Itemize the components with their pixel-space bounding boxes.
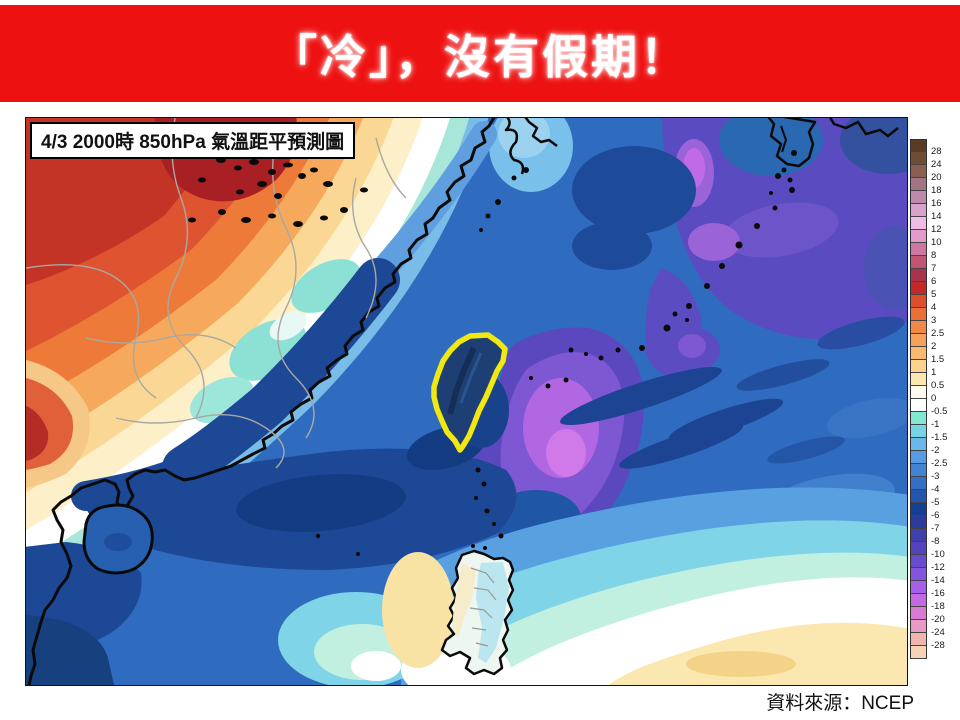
colorbar-tick-label: 14 [931,211,942,222]
colorbar-band [910,399,927,412]
taiwan-outline [431,332,508,453]
colorbar-band [910,503,927,516]
colorbar-tick-label: -4 [931,484,940,495]
colorbar-tick-label: -24 [931,627,945,638]
colorbar-band [910,204,927,217]
colorbar-band [910,165,927,178]
colorbar-tick-label: -3 [931,471,940,482]
colorbar-tick-label: -2.5 [931,458,948,469]
colorbar-tick-label: 18 [931,185,942,196]
colorbar-tick-label: 10 [931,237,942,248]
colorbar-band [910,243,927,256]
colorbar-band [910,477,927,490]
weather-map: 4/3 2000時 850hPa 氣溫距平預測圖 [25,117,908,686]
colorbar-band [910,347,927,360]
colorbar-tick-label: -28 [931,640,945,651]
colorbar-band [910,581,927,594]
luzon-island [440,549,515,676]
colorbar-band [910,230,927,243]
colorbar: 28 24 20 18 16 14 12 10 8 7 6 5 4 3 2.5 2 1.5 1 0.5 0 -0.5 -1… [910,139,947,659]
colorbar-tick-label: 1 [931,367,937,378]
colorbar-band [910,568,927,581]
colorbar-tick-label: 4 [931,302,937,313]
kyushu-island [767,118,899,195]
colorbar-tick-label: -12 [931,562,945,573]
colorbar-tick-label: 8 [931,250,937,261]
colorbar-tick-label: 0 [931,393,937,404]
colorbar-band [910,490,927,503]
colorbar-band [910,451,927,464]
colorbar-tick-label: -0.5 [931,406,948,417]
colorbar-tick-label: 16 [931,198,942,209]
province-boundaries [26,118,407,469]
colorbar-tick-label: -18 [931,601,945,612]
colorbar-tick-label: 6 [931,276,937,287]
dark-blue-streaks [491,146,907,546]
hainan-island [82,503,154,575]
colorbar-band [910,516,927,529]
colorbar-band [910,438,927,451]
colorbar-band [910,412,927,425]
colorbar-band [910,464,927,477]
colorbar-tick-label: -2 [931,445,940,456]
colorbar-tick-label: 2 [931,341,937,352]
colorbar-tick-label: 0.5 [931,380,945,391]
colorbar-tick-label: -1 [931,419,940,430]
colorbar-tick-label: -20 [931,614,945,625]
colorbar-tick-label: -6 [931,510,940,521]
colorbar-band [910,282,927,295]
colorbar-tick-label: 12 [931,224,942,235]
colorbar-band [910,308,927,321]
colorbar-band [910,334,927,347]
colorbar-band [910,360,927,373]
colorbar-tick-label: 1.5 [931,354,945,365]
korea-islands-dots [479,167,529,232]
title-banner: 「冷」，沒有假期！ [0,5,960,102]
colorbar-tick-label: 24 [931,159,942,170]
colorbar-tick-label: 3 [931,315,937,326]
colorbar-tick-label: -7 [931,523,940,534]
colorbar-band [910,646,927,659]
colorbar-band [910,191,927,204]
colorbar-band [910,594,927,607]
colorbar-tick-label: -8 [931,536,940,547]
colorbar-band [910,373,927,386]
slide-title: 「冷」，沒有假期！ [271,30,689,83]
colorbar-tick-label: -1.5 [931,432,948,443]
colorbar-band [910,321,927,334]
colorbar-band [910,425,927,438]
colorbar-tick-label: 20 [931,172,942,183]
colorbar-band [910,256,927,269]
map-title-box: 4/3 2000時 850hPa 氣溫距平預測圖 [30,122,356,159]
colorbar-tick-label: 28 [931,146,942,157]
china-coastline [27,118,558,685]
colorbar-tick-label: -16 [931,588,945,599]
colorbar-tick-label: 2.5 [931,328,945,339]
colorbar-tick-label: -14 [931,575,945,586]
colorbar-band [910,607,927,620]
colorbar-band [910,529,927,542]
colorbar-band [910,555,927,568]
ryukyu-islands [529,150,797,389]
colorbar-tick-label: -5 [931,497,940,508]
southern-gradient-region [278,487,907,685]
colorbar-band [910,386,927,399]
colorbar-tick-label: -10 [931,549,945,560]
data-source-text: 資料來源：NCEP [766,693,914,714]
colorbar-band [910,620,927,633]
colorbar-band [910,295,927,308]
colorbar-band [910,633,927,646]
colorbar-band [910,269,927,282]
temperature-anomaly-map [26,118,907,685]
colorbar-band [910,152,927,165]
colorbar-band [910,217,927,230]
colorbar-tick-label: 5 [931,289,937,300]
colorbar-band [910,139,927,152]
colorbar-band [910,178,927,191]
colorbar-band [910,542,927,555]
colorbar-tick-label: 7 [931,263,937,274]
